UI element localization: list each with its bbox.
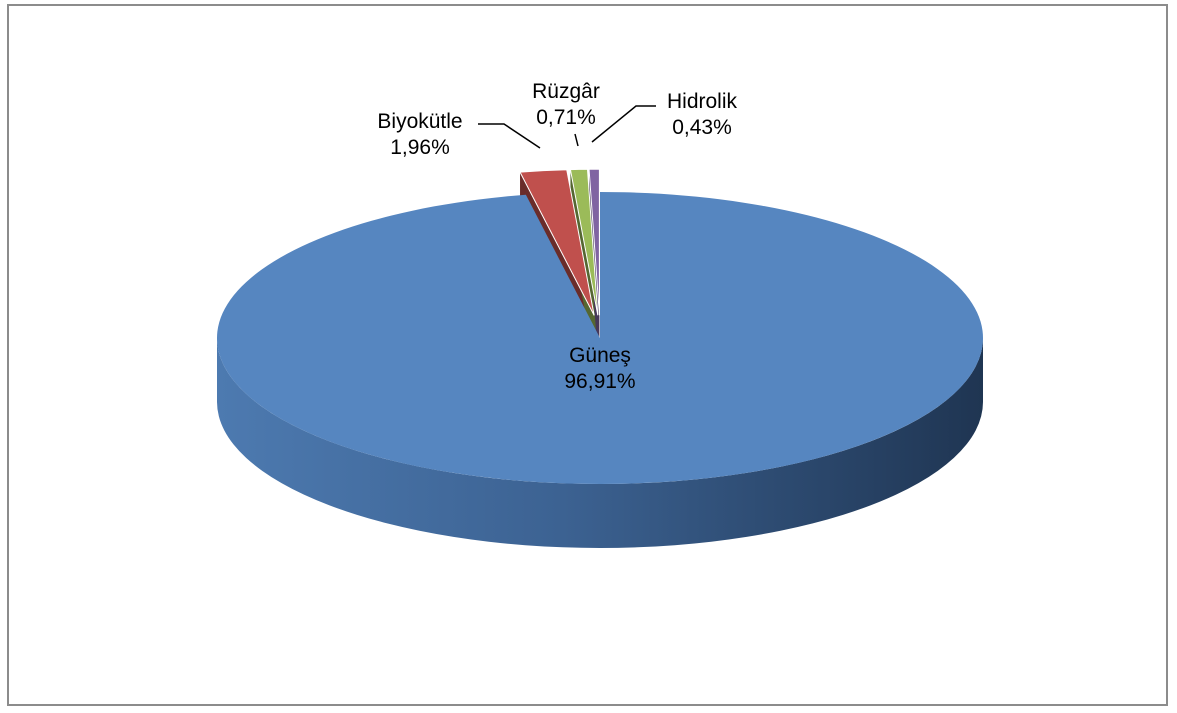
slice-percent-gunes: 96,91% [564, 370, 635, 393]
pie-slice-hidrolik [588, 168, 600, 316]
pie-tops [217, 168, 984, 484]
slice-name-biyokutle: Biyokütle [377, 110, 462, 133]
slice-name-gunes: Güneş [569, 344, 631, 367]
slice-percent-ruzgar: 0,71% [536, 106, 596, 129]
pie-slice-biyokutle [519, 169, 595, 316]
pie-slice-ruzgar [569, 168, 599, 316]
slice-percent-biyokutle: 1,96% [390, 136, 450, 159]
pie-labels: Güneş 96,91% Biyokütle 1,96% Rüzgâr 0,71% Hidr… [377, 80, 737, 393]
pie-side-gunes [217, 338, 983, 548]
leader-line-biyokutle [478, 123, 541, 149]
pie-leader-lines [478, 105, 656, 149]
pie-slice-gunes [217, 192, 984, 484]
slice-name-hidrolik: Hidrolik [667, 90, 738, 113]
leader-line-ruzgar [574, 133, 579, 147]
slice-name-ruzgar: Rüzgâr [532, 80, 600, 103]
leader-line-hidrolik [591, 105, 656, 143]
slice-percent-hidrolik: 0,43% [672, 116, 732, 139]
